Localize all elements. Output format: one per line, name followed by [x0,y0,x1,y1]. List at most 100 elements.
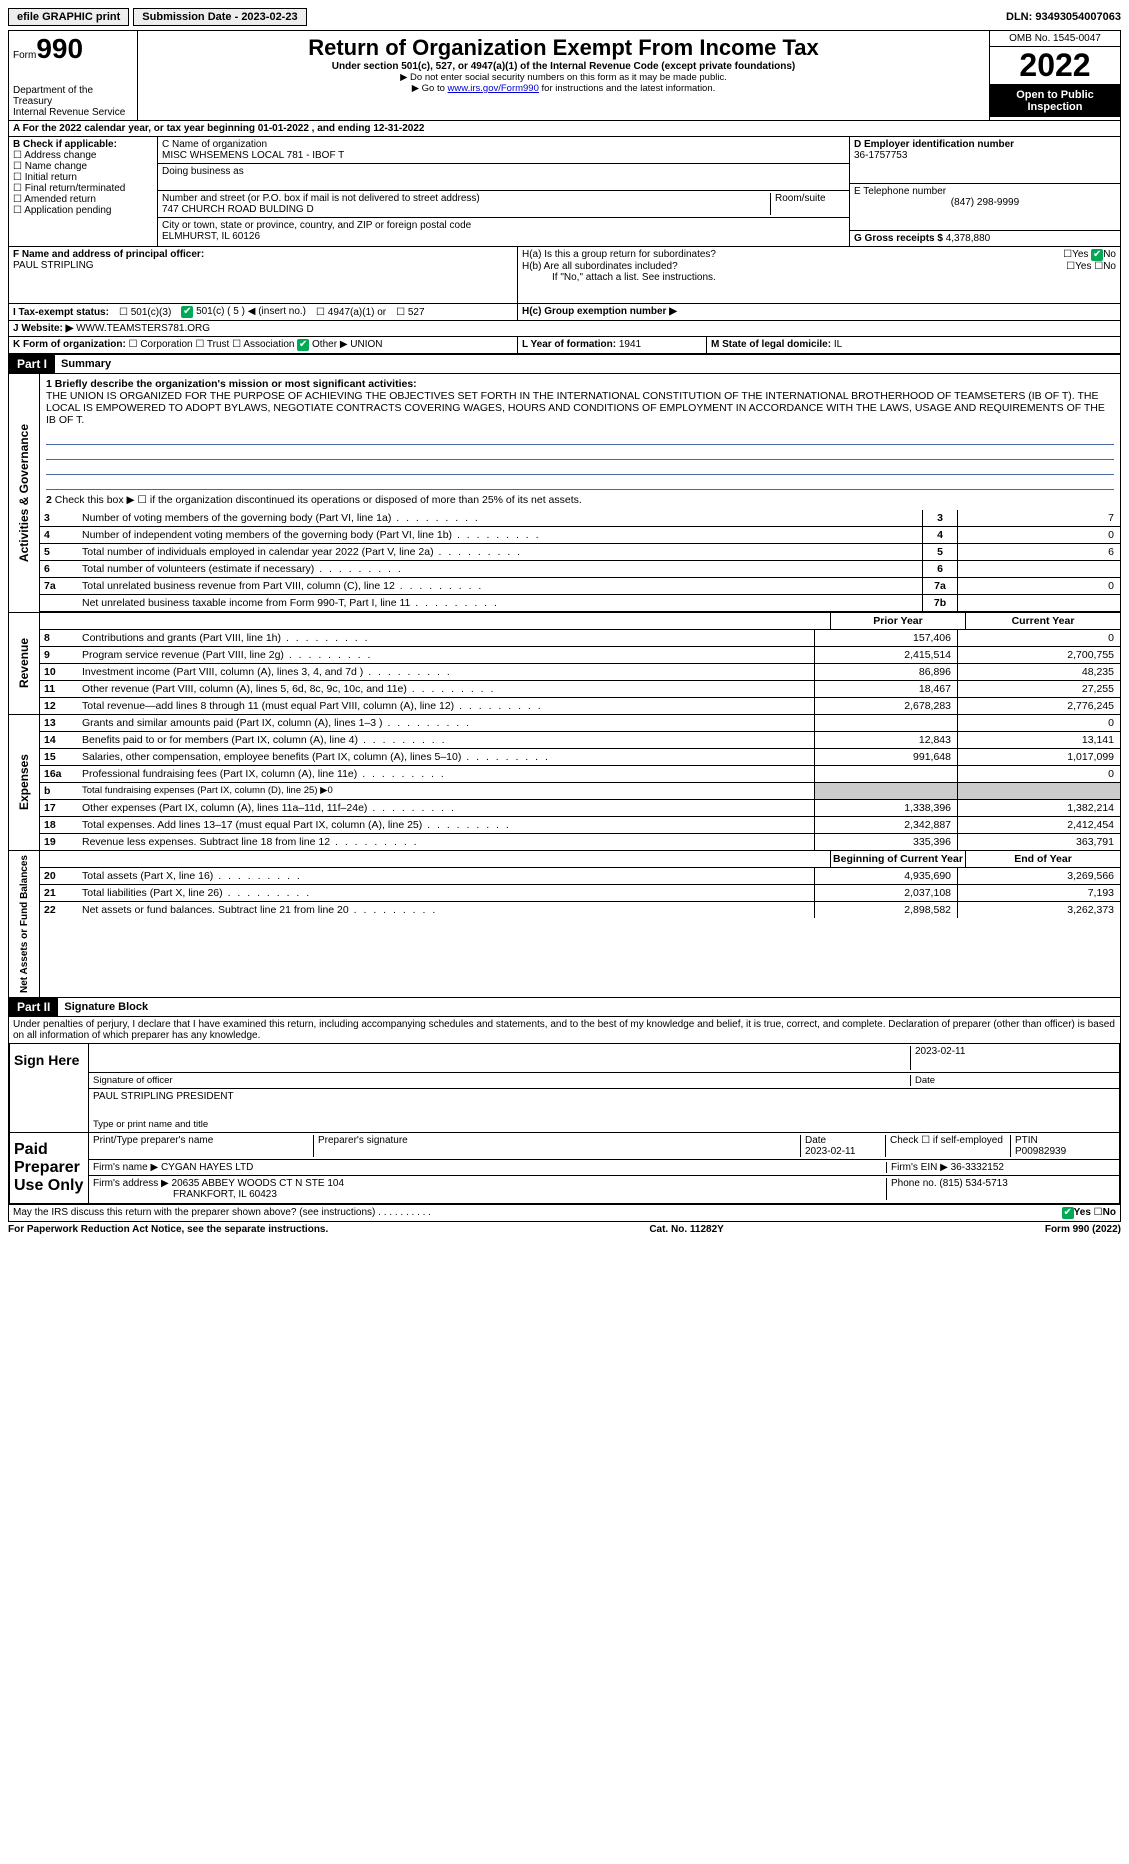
i-label: I Tax-exempt status: [13,307,109,318]
section-c: C Name of organization MISC WHSEMENS LOC… [158,137,850,246]
form-title: Return of Organization Exempt From Incom… [142,35,985,61]
form-number: 990 [36,33,83,64]
line-row: 5Total number of individuals employed in… [40,544,1120,561]
b-opt-5[interactable]: ☐ Application pending [13,205,153,216]
c-name: C Name of organization MISC WHSEMENS LOC… [158,137,849,164]
sig-date-val: 2023-02-11 [911,1046,1115,1070]
form-ref: Form 990 (2022) [1045,1224,1121,1235]
c-city-label: City or town, state or province, country… [162,220,845,231]
ptin: PTINP00982939 [1011,1135,1115,1157]
firm-name-val: CYGAN HAYES LTD [161,1162,253,1173]
col-beg: Beginning of Current Year [830,851,965,867]
blank-line [46,445,1114,460]
omb-number: OMB No. 1545-0047 [990,31,1120,47]
c-dba-label: Doing business as [162,166,845,177]
section-fh: F Name and address of principal officer:… [9,247,1120,304]
form-subtitle: Under section 501(c), 527, or 4947(a)(1)… [142,61,985,72]
ha-answer[interactable]: ☐Yes ✔No [1063,249,1116,261]
d-val: 36-1757753 [854,150,1116,161]
b-opt-2[interactable]: ☐ Initial return [13,172,153,183]
e-val: (847) 298-9999 [854,197,1116,208]
col-headers-na: Beginning of Current Year End of Year [40,851,1120,868]
blank-line [46,430,1114,445]
j-label: J Website: ▶ [13,323,73,334]
sig-officer-line[interactable] [93,1046,911,1070]
line-row: 16aProfessional fundraising fees (Part I… [40,766,1120,783]
firm-name-label: Firm's name ▶ [93,1162,158,1173]
hb-answer[interactable]: ☐Yes ☐No [1066,261,1116,272]
line-row: 21Total liabilities (Part X, line 26)2,0… [40,885,1120,902]
blank-line [46,460,1114,475]
f-val: PAUL STRIPLING [13,260,513,271]
mission-text: THE UNION IS ORGANIZED FOR THE PURPOSE O… [46,390,1114,426]
tax-year: 2022 [990,47,1120,85]
k-opt1[interactable]: Trust [207,339,229,350]
self-emp[interactable]: Check ☐ if self-employed [886,1135,1011,1157]
pra-notice: For Paperwork Reduction Act Notice, see … [8,1224,328,1235]
j-val: WWW.TEAMSTERS781.ORG [76,323,210,334]
header-left: Form990 Department of the Treasury Inter… [9,31,138,120]
c-room-label: Room/suite [771,193,845,215]
note-ssn: ▶ Do not enter social security numbers o… [142,72,985,83]
part2-header: Part II Signature Block [9,997,1120,1017]
top-bar: efile GRAPHIC print Submission Date - 20… [8,8,1121,26]
vlabel-rev: Revenue [9,613,40,714]
summary-na: Net Assets or Fund Balances Beginning of… [9,850,1120,997]
col-end: End of Year [965,851,1120,867]
i-opt-2[interactable]: ☐ 4947(a)(1) or [316,307,386,318]
section-j: J Website: ▶ WWW.TEAMSTERS781.ORG [9,321,1120,337]
vlabel-na: Net Assets or Fund Balances [9,851,40,997]
i-opt-1[interactable]: ✔ 501(c) ( 5 ) ◀ (insert no.) [181,306,306,318]
cat-no: Cat. No. 11282Y [649,1224,723,1235]
c-city: City or town, state or province, country… [158,218,849,244]
f-label: F Name and address of principal officer: [13,249,204,260]
irs-label: Internal Revenue Service [13,107,133,118]
efile-button[interactable]: efile GRAPHIC print [8,8,129,26]
c-addr-val: 747 CHURCH ROAD BULDING D [162,204,766,215]
header-right: OMB No. 1545-0047 2022 Open to Public In… [989,31,1120,120]
header-mid: Return of Organization Exempt From Incom… [138,31,989,120]
c-city-val: ELMHURST, IL 60126 [162,231,845,242]
k-opt2[interactable]: Association [243,339,294,350]
b-opt-4[interactable]: ☐ Amended return [13,194,153,205]
g-val: 4,378,880 [946,233,991,244]
ha-label: H(a) Is this a group return for subordin… [522,249,716,261]
dept-label: Department of the Treasury [13,85,133,107]
irs-link[interactable]: www.irs.gov/Form990 [448,83,539,94]
part1-header: Part I Summary [9,354,1120,374]
e-label: E Telephone number [854,186,1116,197]
prep-sig-label: Preparer's signature [314,1135,801,1157]
k-opt3[interactable]: Other ▶ [312,339,347,350]
b-opt-0[interactable]: ☐ Address change [13,150,153,161]
m-label: M State of legal domicile: [711,339,831,350]
line-row: 22Net assets or fund balances. Subtract … [40,902,1120,918]
col-prior: Prior Year [830,613,965,629]
line-row: 18Total expenses. Add lines 13–17 (must … [40,817,1120,834]
open-public-badge: Open to Public Inspection [990,85,1120,117]
summary-rev: Revenue Prior Year Current Year 8Contrib… [9,612,1120,714]
firm-addr-label: Firm's address ▶ [93,1178,169,1189]
line-row: 17Other expenses (Part IX, column (A), l… [40,800,1120,817]
form-header: Form990 Department of the Treasury Inter… [9,31,1120,121]
col-curr: Current Year [965,613,1120,629]
note-goto: ▶ Go to www.irs.gov/Form990 for instruct… [142,83,985,94]
blank-line [46,475,1114,490]
vlabel-exp: Expenses [9,715,40,850]
line-row: 6Total number of volunteers (estimate if… [40,561,1120,578]
d-label: D Employer identification number [854,139,1014,150]
may-irs-answer[interactable]: ✔Yes ☐No [1062,1207,1116,1219]
b-opt-3[interactable]: ☐ Final return/terminated [13,183,153,194]
line2: 2 Check this box ▶ ☐ if the organization… [40,490,1120,510]
i-opt-0[interactable]: ☐ 501(c)(3) [119,307,171,318]
k-opt0[interactable]: Corporation [140,339,192,350]
may-irs-label: May the IRS discuss this return with the… [13,1207,375,1218]
submission-date-button[interactable]: Submission Date - 2023-02-23 [133,8,306,26]
part1-badge: Part I [9,355,55,373]
phone-label: Phone no. [891,1178,937,1189]
sign-here-block: Sign Here 2023-02-11 Signature of office… [9,1044,1120,1133]
section-h: H(a) Is this a group return for subordin… [518,247,1120,303]
line-row: 3Number of voting members of the governi… [40,510,1120,527]
i-opt-3[interactable]: ☐ 527 [396,307,424,318]
form-label: Form [13,50,36,61]
b-opt-1[interactable]: ☐ Name change [13,161,153,172]
